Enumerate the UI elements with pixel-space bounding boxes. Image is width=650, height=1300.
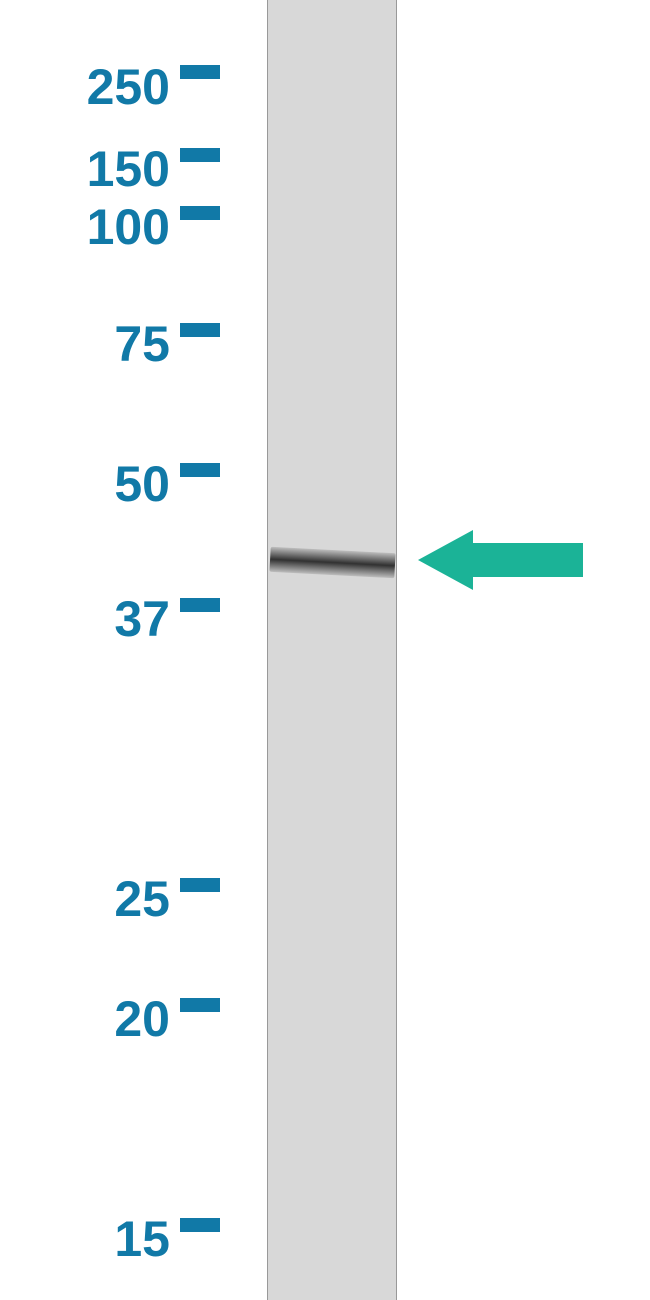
mw-marker-tick-150 [180, 148, 220, 162]
mw-marker-label-25: 25 [30, 870, 170, 928]
arrow-body [473, 543, 583, 577]
mw-marker-tick-50 [180, 463, 220, 477]
mw-marker-label-75: 75 [30, 315, 170, 373]
mw-marker-tick-20 [180, 998, 220, 1012]
arrow-head-icon [418, 530, 473, 590]
mw-marker-tick-37 [180, 598, 220, 612]
western-blot-container: 250 150100 75 50 37 25 20 15 [0, 0, 650, 1300]
mw-marker-label-20: 20 [30, 990, 170, 1048]
mw-marker-label-100: 100 [30, 198, 170, 256]
mw-marker-label-150: 150 [30, 140, 170, 198]
band-indicator-arrow [418, 530, 583, 590]
mw-marker-tick-15 [180, 1218, 220, 1232]
mw-marker-label-50: 50 [30, 455, 170, 513]
mw-marker-label-37: 37 [30, 590, 170, 648]
mw-marker-tick-25 [180, 878, 220, 892]
mw-marker-tick-75 [180, 323, 220, 337]
mw-marker-label-250: 250 [30, 58, 170, 116]
mw-marker-tick-250 [180, 65, 220, 79]
mw-marker-label-15: 15 [30, 1210, 170, 1268]
gel-lane-border [267, 0, 397, 1300]
mw-marker-tick-100 [180, 206, 220, 220]
